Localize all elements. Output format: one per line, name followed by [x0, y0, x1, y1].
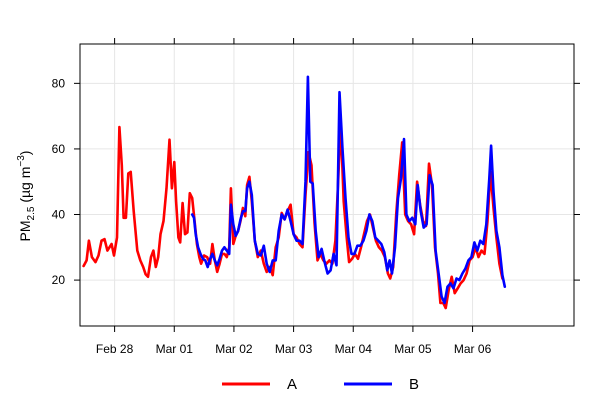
x-tick-label: Mar 01 — [156, 342, 194, 356]
x-tick-label: Mar 06 — [454, 342, 492, 356]
x-tick-label: Mar 04 — [335, 342, 373, 356]
y-axis: 20 40 60 80 — [52, 76, 580, 287]
y-tick-label: 60 — [52, 142, 66, 156]
x-tick-label: Mar 03 — [275, 342, 313, 356]
gridlines — [80, 44, 574, 326]
y-tick-label: 40 — [52, 208, 66, 222]
y-axis-title-main: PM — [17, 220, 33, 241]
y-axis-title-sup: −3 — [16, 155, 27, 167]
y-axis-title-sub: 2.5 — [26, 206, 37, 220]
series-line-b — [190, 75, 507, 305]
plot-frame — [79, 43, 575, 327]
legend-label-a: A — [287, 376, 297, 393]
legend-label-b: B — [409, 376, 419, 393]
y-axis-title-close: ) — [17, 151, 33, 156]
y-axis-title: PM2.5 (µg m−3) — [16, 151, 37, 242]
y-tick-label: 80 — [52, 76, 66, 90]
x-tick-label: Mar 05 — [394, 342, 432, 356]
x-tick-label: Feb 28 — [96, 342, 134, 356]
y-axis-title-open: (µg m — [17, 167, 33, 207]
y-tick-label: 20 — [52, 273, 66, 287]
series-layer — [82, 75, 507, 310]
x-tick-label: Mar 02 — [215, 342, 253, 356]
x-axis: Feb 28 Mar 01 Mar 02 Mar 03 Mar 04 Mar 05 Mar … — [96, 38, 492, 356]
svg-text:PM2.5 (µg m−3): PM2.5 (µg m−3) — [16, 151, 37, 242]
